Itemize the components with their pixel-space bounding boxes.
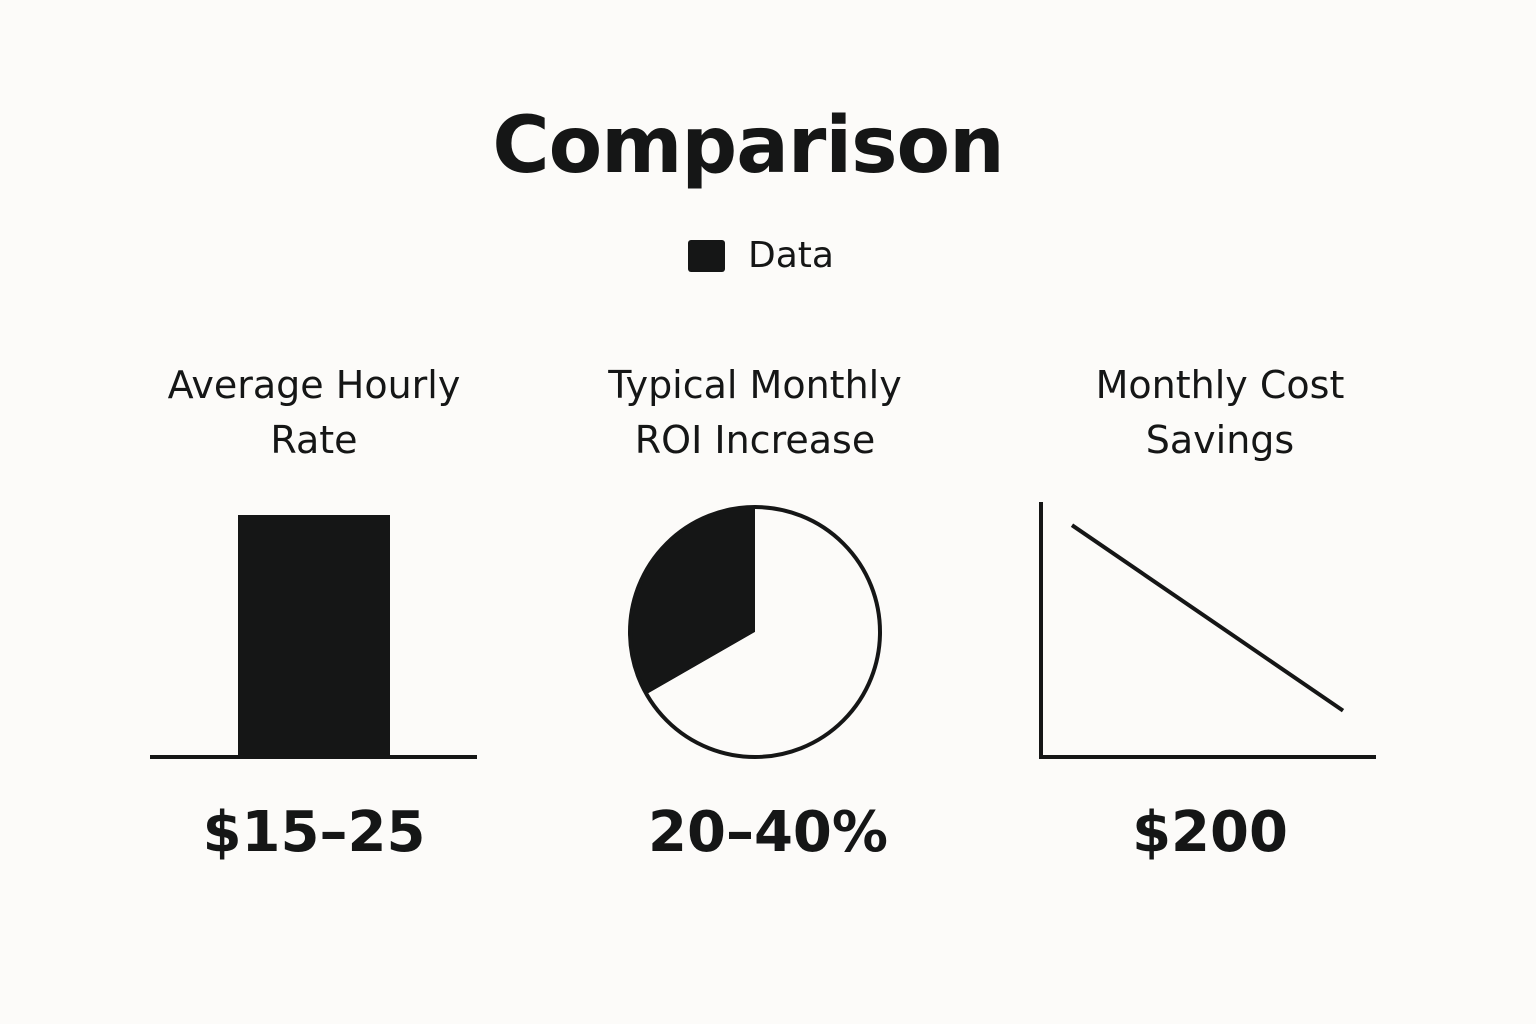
bar-panel-label-line-2: Rate — [270, 418, 358, 462]
chart-title: Comparison — [492, 101, 1004, 191]
pie-panel-label-line-2: ROI Increase — [634, 418, 876, 462]
pie-panel-label: Typical Monthly ROI Increase — [535, 358, 975, 468]
pie-slice-1 — [646, 507, 880, 757]
series-line — [1070, 523, 1345, 713]
line-panel-value: $200 — [1132, 800, 1288, 865]
bar-panel-label-line-1: Average Hourly — [167, 363, 461, 407]
pie-slice-0 — [629, 507, 755, 695]
line-panel-label-line-1: Monthly Cost — [1095, 363, 1345, 407]
pie-outline — [628, 505, 882, 759]
pie-panel-value: 20–40% — [648, 800, 888, 865]
legend-label: Data — [748, 235, 834, 276]
legend-swatch — [688, 240, 725, 272]
legend: Data — [688, 234, 834, 278]
line-panel-label: Monthly Cost Savings — [1000, 358, 1440, 468]
bar-panel-label: Average Hourly Rate — [94, 358, 534, 468]
line-panel-label-line-2: Savings — [1145, 418, 1295, 462]
pie-panel-label-line-1: Typical Monthly — [608, 363, 902, 407]
bar-panel-value: $15–25 — [202, 800, 426, 865]
bar — [238, 515, 390, 757]
